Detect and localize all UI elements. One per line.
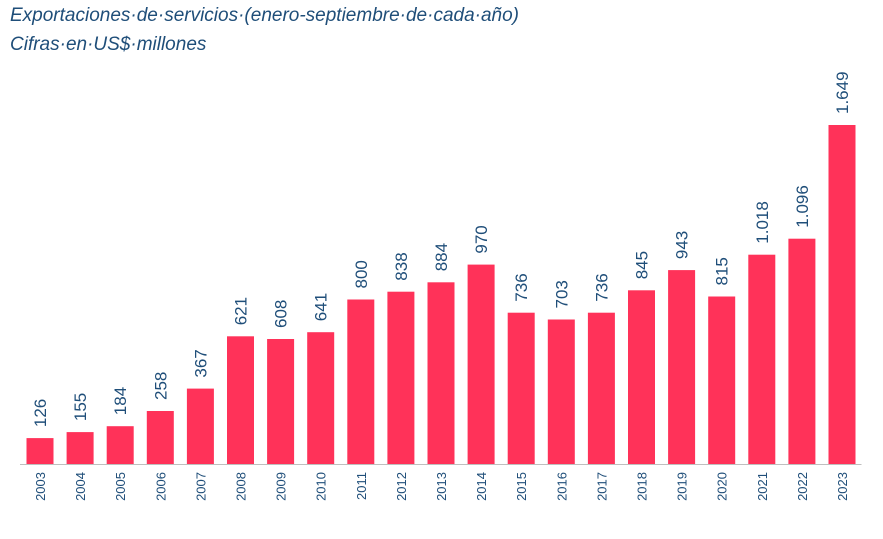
value-label-2008: 621 [232, 297, 251, 325]
bar-2015 [507, 312, 535, 464]
chart-title: Exportaciones·de·servicios·(enero-septie… [10, 5, 520, 26]
x-tick-label-2005: 2005 [113, 472, 128, 501]
x-tick-label-2012: 2012 [394, 472, 409, 501]
bar-2005 [106, 426, 134, 464]
x-tick-label-2004: 2004 [73, 472, 88, 501]
bar-2012 [387, 291, 415, 464]
value-label-2006: 258 [151, 372, 170, 400]
bar-2016 [547, 319, 575, 464]
bar-2022 [788, 238, 816, 464]
x-tick-label-2010: 2010 [314, 472, 329, 501]
bar-2021 [748, 254, 776, 464]
value-label-2014: 970 [472, 225, 491, 253]
x-tick-label-2008: 2008 [234, 472, 249, 501]
bar-2009 [267, 339, 295, 464]
x-tick-label-2013: 2013 [434, 472, 449, 501]
value-label-2021: 1.018 [753, 201, 772, 244]
x-tick-label-2021: 2021 [755, 472, 770, 501]
bar-2020 [708, 296, 736, 464]
x-tick-label-2019: 2019 [675, 472, 690, 501]
x-tick-label-2018: 2018 [635, 472, 650, 501]
x-tick-label-2009: 2009 [274, 472, 289, 501]
x-tick-label-2014: 2014 [474, 472, 489, 501]
bar-2007 [186, 388, 214, 464]
value-label-2004: 155 [71, 393, 90, 421]
x-tick-label-2011: 2011 [354, 472, 369, 500]
bar-2013 [427, 282, 455, 464]
bar-2014 [467, 264, 495, 464]
value-label-2011: 800 [352, 260, 371, 288]
value-label-2020: 815 [713, 257, 732, 285]
x-tick-label-2020: 2020 [715, 472, 730, 501]
value-label-2017: 736 [592, 273, 611, 301]
x-tick-label-2015: 2015 [514, 472, 529, 501]
x-tick-label-2017: 2017 [594, 472, 609, 501]
value-label-2019: 943 [673, 231, 692, 259]
value-label-2013: 884 [432, 243, 451, 271]
value-label-2007: 367 [191, 349, 210, 377]
chart-subtitle: Cifras·en·US$·millones [10, 34, 207, 55]
value-label-2005: 184 [111, 387, 130, 415]
value-label-2003: 126 [31, 399, 50, 427]
bar-2011 [347, 299, 375, 464]
value-label-2012: 838 [392, 252, 411, 280]
bar-2004 [66, 432, 94, 464]
x-tick-label-2003: 2003 [33, 472, 48, 501]
value-label-2022: 1.096 [793, 185, 812, 228]
bar-2019 [668, 270, 696, 464]
value-label-2023: 1.649 [833, 71, 852, 114]
x-tick-label-2022: 2022 [795, 472, 810, 501]
x-tick-labels-group: 2003 2004 2005 2006 2007 2008 2009 2010 2011 2012… [33, 472, 850, 501]
value-label-2009: 608 [272, 300, 291, 328]
bar-2003 [26, 438, 54, 464]
bar-2010 [307, 332, 335, 464]
bar-2008 [227, 336, 254, 464]
x-tick-label-2016: 2016 [554, 472, 569, 501]
value-label-2010: 641 [312, 293, 331, 321]
value-label-2018: 845 [633, 251, 652, 279]
bars-group [26, 125, 856, 464]
x-tick-label-2023: 2023 [835, 472, 850, 501]
bar-2017 [587, 312, 615, 464]
bar-2006 [146, 411, 174, 464]
bar-2018 [628, 290, 655, 464]
x-tick-label-2007: 2007 [193, 472, 208, 501]
x-tick-label-2006: 2006 [153, 472, 168, 501]
value-label-2016: 703 [552, 280, 571, 308]
bar-2023 [828, 125, 856, 464]
value-label-2015: 736 [512, 273, 531, 301]
value-labels-group: 126 155 184 258 367 621 608 641 800 838 884 970 736 7… [31, 71, 852, 427]
